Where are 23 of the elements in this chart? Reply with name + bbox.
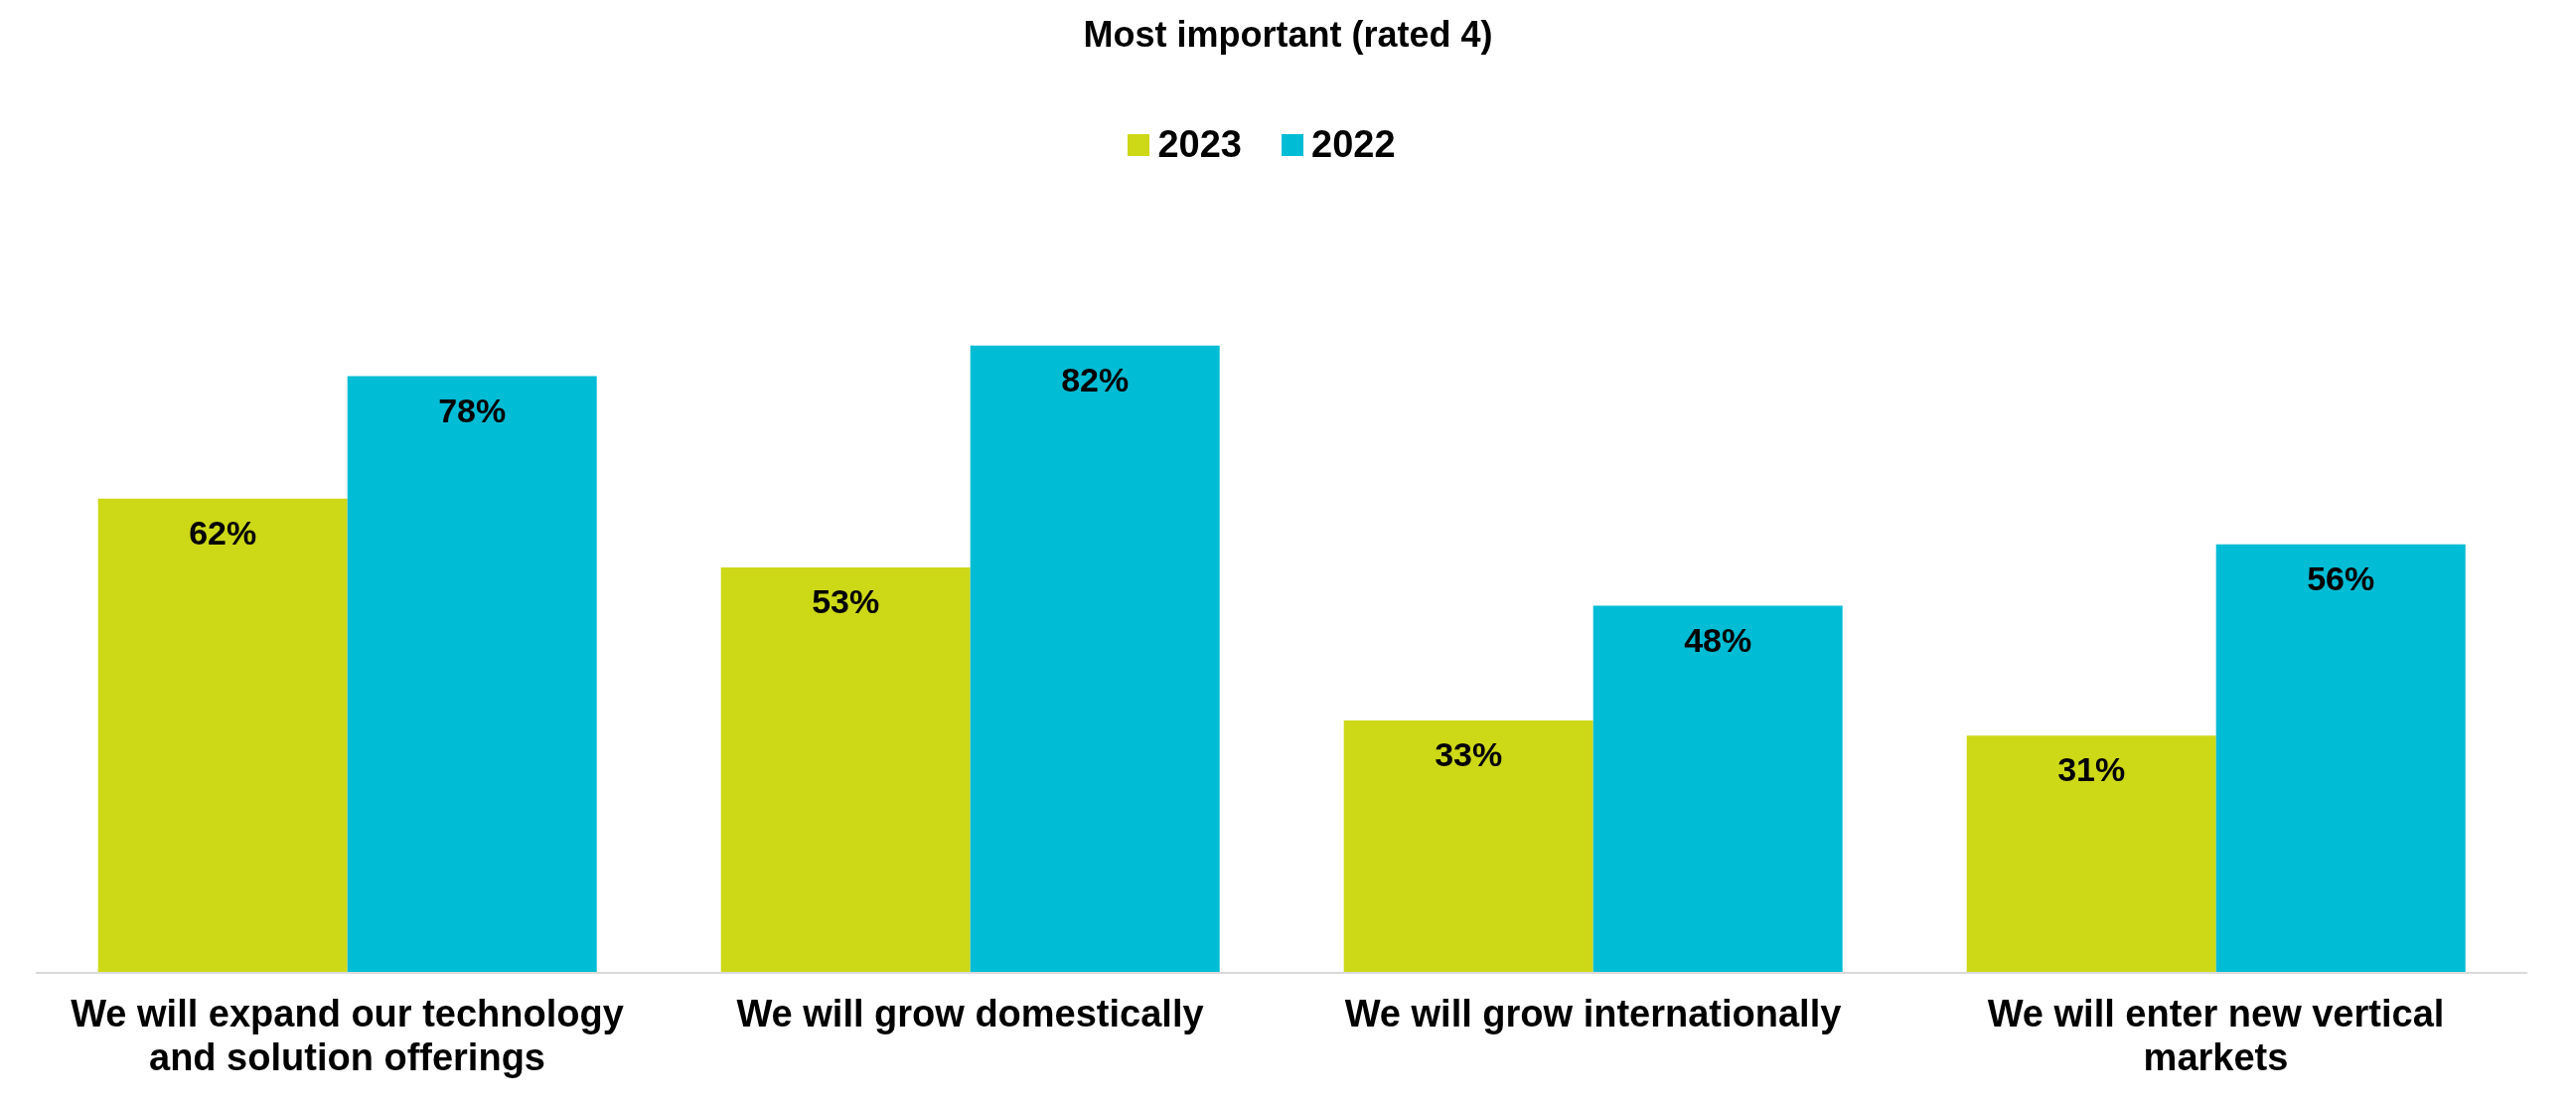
bar — [1343, 719, 1593, 973]
bar — [1592, 605, 1843, 973]
x-tick-label: We will expand our technology and solution offerings — [71, 993, 624, 1078]
x-tick-label: We will grow domestically — [736, 993, 1204, 1034]
data-label: 78% — [438, 391, 507, 429]
bar — [1966, 735, 2216, 973]
x-tick-label: We will enter new vertical markets — [1987, 993, 2445, 1078]
bar — [2215, 544, 2466, 973]
bar — [347, 376, 597, 973]
data-label: 48% — [1684, 620, 1752, 659]
chart-title: Most important (rated 4) — [1082, 13, 1494, 57]
data-label: 33% — [1435, 735, 1503, 774]
x-tick-label: We will grow internationally — [1344, 993, 1842, 1034]
data-label: 62% — [189, 513, 257, 552]
legend-label: 2022 — [1311, 123, 1396, 166]
data-label: 56% — [2307, 558, 2375, 597]
bar — [970, 345, 1220, 973]
data-label: 31% — [2057, 750, 2126, 789]
data-label: 53% — [812, 582, 880, 621]
data-label: 82% — [1061, 360, 1130, 398]
bar — [720, 566, 971, 973]
bar — [97, 498, 348, 973]
legend-label: 2023 — [1157, 123, 1242, 166]
